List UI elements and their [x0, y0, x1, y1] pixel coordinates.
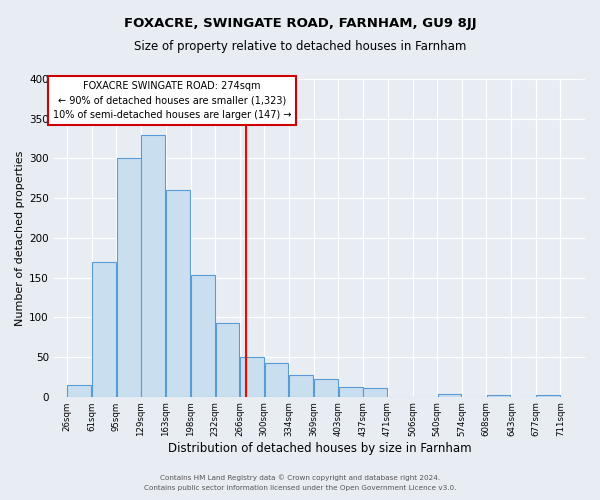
Bar — [240, 357, 264, 397]
Y-axis label: Number of detached properties: Number of detached properties — [15, 150, 25, 326]
Bar — [215, 323, 239, 396]
Text: Contains public sector information licensed under the Open Government Licence v3: Contains public sector information licen… — [144, 485, 456, 491]
Bar — [142, 134, 165, 396]
Bar — [117, 158, 140, 396]
X-axis label: Distribution of detached houses by size in Farnham: Distribution of detached houses by size … — [167, 442, 471, 455]
Bar — [536, 395, 560, 396]
Bar — [67, 385, 91, 396]
Text: Contains HM Land Registry data © Crown copyright and database right 2024.: Contains HM Land Registry data © Crown c… — [160, 474, 440, 481]
Bar — [166, 190, 190, 396]
Text: FOXACRE, SWINGATE ROAD, FARNHAM, GU9 8JJ: FOXACRE, SWINGATE ROAD, FARNHAM, GU9 8JJ — [124, 18, 476, 30]
Bar — [364, 388, 387, 396]
Bar — [265, 364, 289, 396]
Bar — [191, 275, 215, 396]
Bar — [92, 262, 116, 396]
Bar — [437, 394, 461, 396]
Text: Size of property relative to detached houses in Farnham: Size of property relative to detached ho… — [134, 40, 466, 53]
Bar — [289, 376, 313, 396]
Bar — [314, 379, 338, 396]
Bar — [339, 387, 362, 396]
Text: FOXACRE SWINGATE ROAD: 274sqm
← 90% of detached houses are smaller (1,323)
10% o: FOXACRE SWINGATE ROAD: 274sqm ← 90% of d… — [53, 80, 291, 120]
Bar — [487, 395, 511, 396]
